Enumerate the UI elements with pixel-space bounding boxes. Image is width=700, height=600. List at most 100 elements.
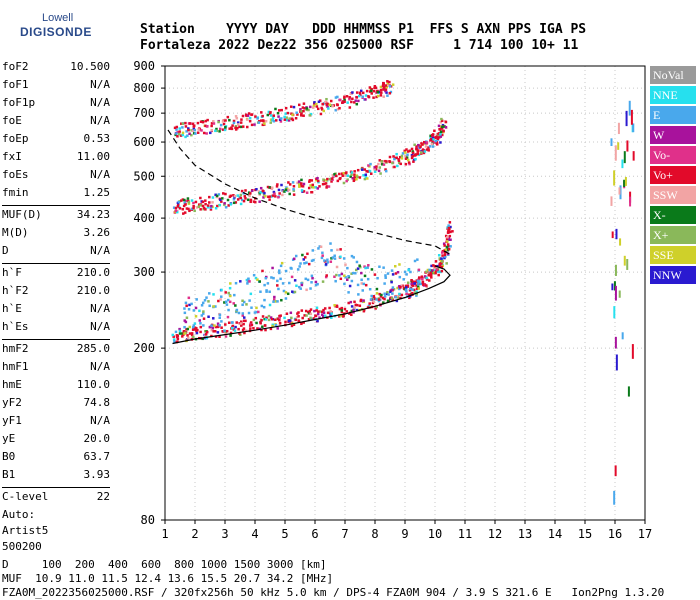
param-row: MUF(D) 34.23: [2, 208, 110, 226]
echo-point: [246, 114, 250, 117]
echo-point: [267, 110, 271, 114]
echo-point: [431, 135, 435, 139]
interference-mark: [613, 490, 616, 505]
param-name: hmF2: [2, 342, 29, 355]
echo-point: [184, 135, 187, 139]
echo-point: [349, 92, 352, 96]
echo-point: [364, 283, 368, 287]
echo-point: [286, 111, 290, 115]
echo-point: [182, 330, 186, 334]
echo-point: [312, 104, 316, 108]
echo-point: [341, 101, 344, 104]
echo-point: [292, 193, 296, 196]
echo-point: [236, 121, 240, 124]
echo-point: [241, 125, 245, 128]
echo-point: [400, 157, 404, 160]
legend-item: X-: [650, 206, 696, 224]
echo-point: [234, 201, 238, 204]
echo-point: [278, 192, 281, 195]
y-tick-label: 200: [133, 341, 155, 355]
echo-point: [246, 282, 249, 285]
echo-point: [328, 103, 332, 106]
echo-point: [439, 135, 443, 138]
echo-point: [447, 225, 451, 229]
legend-item: SSE: [650, 246, 696, 264]
param-row: yF1 N/A: [2, 414, 110, 432]
echo-point: [232, 121, 236, 125]
echo-point: [252, 273, 256, 277]
echo-point: [335, 305, 339, 308]
echo-point: [384, 168, 387, 171]
echo-point: [214, 335, 218, 338]
param-row: foF1p N/A: [2, 96, 110, 114]
auto-scaling-l1: Auto:: [2, 508, 36, 521]
echo-point: [204, 333, 208, 336]
echo-point: [399, 285, 402, 289]
param-row: h`E N/A: [2, 302, 110, 320]
echo-point: [224, 330, 228, 334]
echo-point: [300, 189, 304, 192]
echo-point: [186, 197, 190, 200]
echo-point: [401, 284, 404, 288]
echo-point: [226, 298, 230, 302]
echo-point: [423, 275, 427, 278]
echo-point: [306, 252, 309, 256]
echo-point: [334, 96, 338, 99]
echo-point: [197, 205, 201, 209]
interference-mark: [618, 187, 621, 195]
echo-point: [411, 280, 415, 283]
echo-point: [300, 283, 304, 287]
echo-point: [422, 140, 426, 144]
echo-point: [210, 128, 214, 132]
echo-point: [274, 300, 278, 303]
echo-point: [237, 311, 241, 315]
echo-point: [421, 148, 425, 151]
echo-point: [340, 172, 344, 175]
echo-point: [310, 274, 314, 278]
param-name: hmF1: [2, 360, 29, 373]
echo-point: [329, 313, 332, 317]
echo-point: [208, 195, 211, 199]
echo-point: [239, 202, 243, 206]
echo-point: [315, 306, 319, 310]
echo-point: [283, 118, 287, 121]
interference-mark: [629, 196, 632, 207]
echo-point: [413, 282, 416, 285]
echo-point: [342, 314, 345, 317]
echo-point: [374, 168, 378, 171]
echo-point: [195, 206, 199, 209]
echo-point: [273, 192, 276, 196]
x-tick-label: 5: [281, 527, 288, 541]
echo-point: [391, 292, 394, 295]
echo-point: [267, 195, 270, 199]
echo-point: [202, 312, 205, 315]
echo-point: [391, 273, 395, 276]
echo-point: [330, 316, 333, 319]
echo-point: [261, 189, 265, 193]
echo-point: [405, 273, 408, 276]
echo-point: [240, 324, 243, 327]
echo-point: [286, 189, 289, 192]
echo-point: [280, 183, 283, 187]
echo-point: [310, 179, 314, 182]
echo-point: [180, 122, 183, 125]
param-name: h`F: [2, 266, 22, 279]
param-separator: [2, 487, 110, 488]
echo-point: [292, 185, 296, 188]
echo-point: [256, 327, 259, 330]
echo-point: [415, 287, 419, 290]
echo-point: [263, 317, 266, 321]
echo-point: [407, 161, 411, 164]
echo-point: [373, 167, 376, 171]
echo-point: [188, 122, 192, 125]
echo-point: [382, 88, 385, 91]
echo-point: [250, 123, 254, 127]
echo-point: [322, 308, 325, 312]
echo-point: [228, 127, 231, 130]
echo-point: [276, 327, 279, 330]
echo-point: [178, 130, 181, 133]
param-value: 210.0: [76, 266, 110, 279]
echo-point: [198, 319, 202, 322]
echo-point: [305, 314, 308, 317]
echo-point: [316, 312, 320, 316]
